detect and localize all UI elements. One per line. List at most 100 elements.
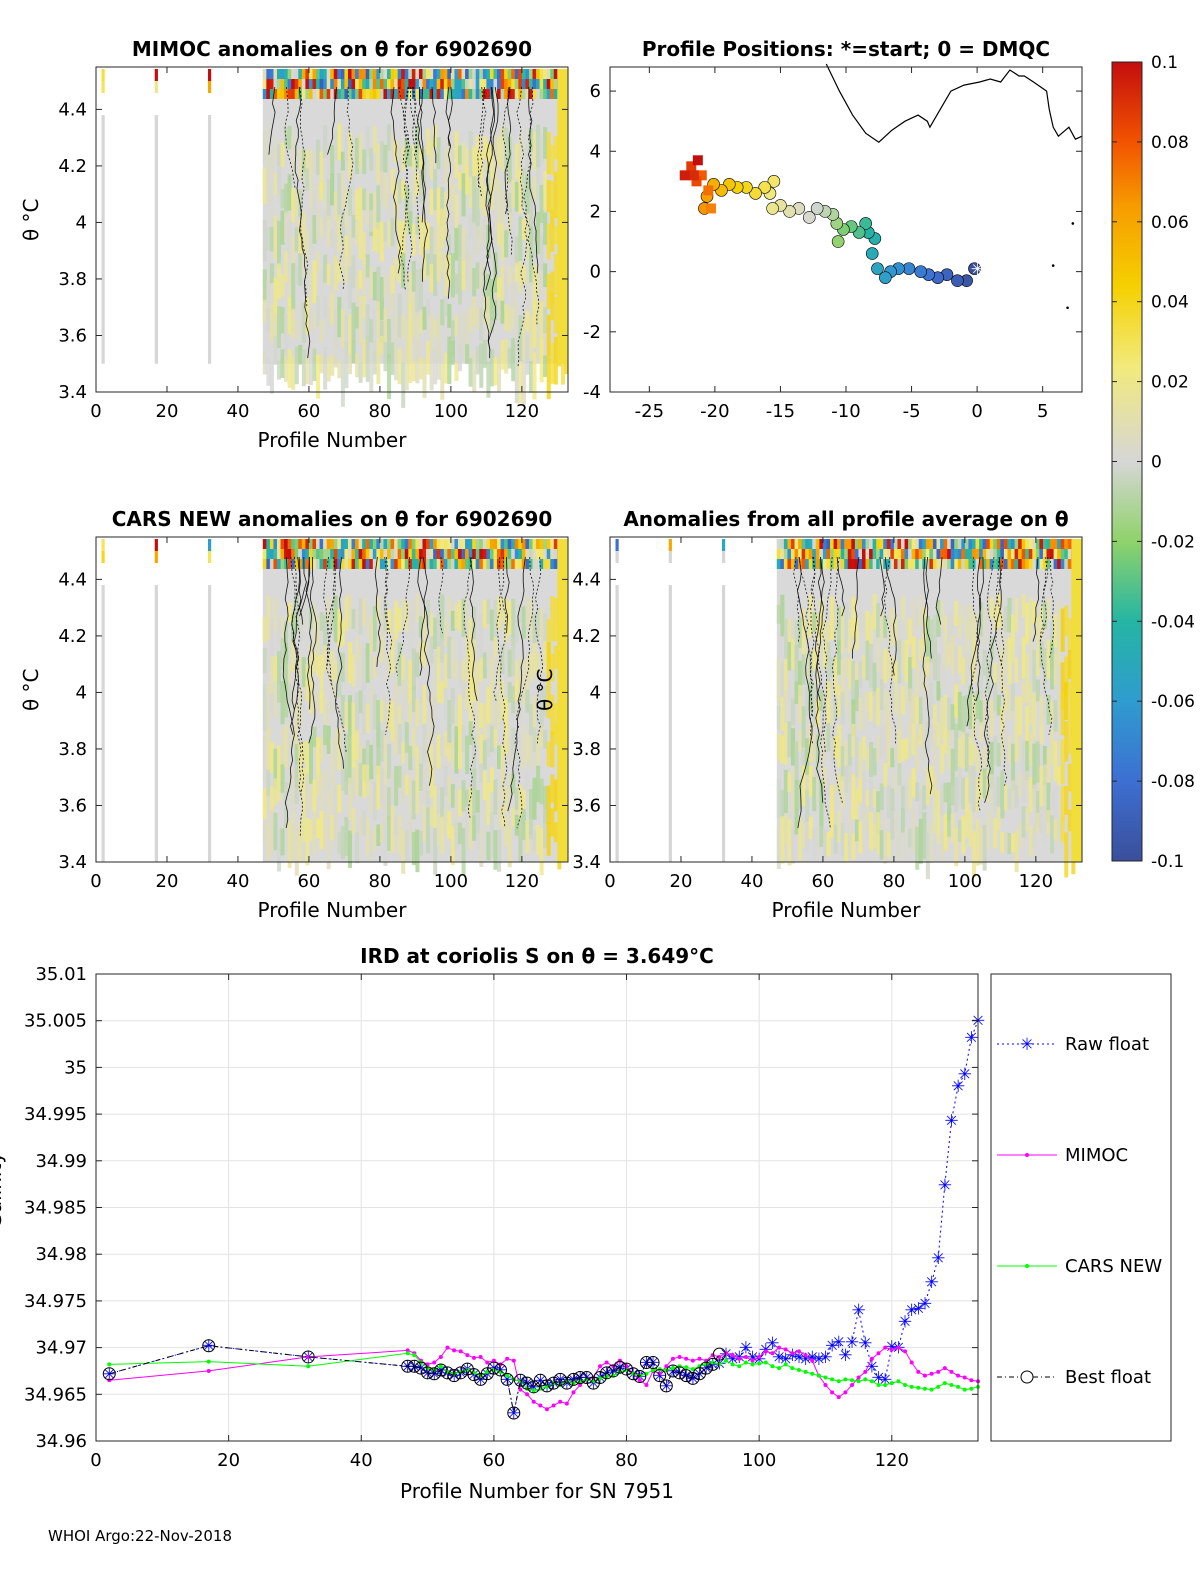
anomaly-cell [308, 559, 313, 569]
anomaly-cell [401, 769, 406, 806]
series-point [452, 1348, 457, 1353]
anomaly-cell [369, 744, 374, 780]
anomaly-cell [330, 89, 335, 99]
series-point [863, 1369, 868, 1374]
anomaly-cell [1032, 784, 1037, 807]
anomaly-cell [291, 356, 296, 390]
anomaly-cell [287, 663, 292, 682]
anomaly-cell [1025, 654, 1030, 703]
anomaly-cell [404, 69, 409, 79]
anomaly-cell [876, 603, 881, 638]
anomaly-cell [447, 559, 452, 569]
anomaly-cell [982, 559, 987, 569]
anomaly-cell [486, 599, 491, 624]
anomaly-cell [401, 314, 406, 339]
anomaly-cell [543, 307, 548, 334]
anomaly-cell [461, 260, 466, 291]
anomaly-cell [457, 788, 463, 817]
anomaly-cell [447, 145, 452, 168]
anomaly-cell [308, 79, 313, 89]
anomaly-cell [383, 821, 388, 866]
anomaly-cell [940, 549, 945, 559]
anomaly-cell [1053, 652, 1058, 686]
anomaly-cell [301, 742, 306, 763]
series-point [598, 1364, 602, 1369]
anomaly-cell [539, 301, 544, 341]
anomaly-cell [943, 641, 948, 670]
anomaly-cell [436, 559, 441, 569]
anomaly-cell [911, 539, 916, 549]
contour-line [462, 556, 477, 820]
anomaly-cell [337, 69, 342, 79]
anomaly-cell [550, 181, 555, 227]
series-point [962, 1387, 967, 1392]
anomaly-cell [351, 702, 356, 739]
profile-cell [668, 551, 672, 563]
anomaly-cell [872, 593, 877, 630]
anomaly-cell [940, 663, 945, 689]
profile-cell [101, 539, 105, 551]
anomaly-cell [294, 79, 299, 89]
anomaly-cell [1025, 603, 1030, 644]
anomaly-cell [950, 781, 955, 806]
anomaly-cell [454, 79, 459, 89]
contour-line [485, 86, 499, 291]
series-point [485, 1360, 490, 1365]
y-tick-label: 35 [64, 1057, 87, 1078]
anomaly-cell [904, 549, 909, 559]
anomaly-cell [897, 830, 902, 861]
anomaly-cell [433, 124, 438, 147]
ird-frame: 0 20 40 60 80 100 12034.9634.96534.9734.97534.… [24, 964, 979, 1471]
anomaly-cell [362, 648, 367, 692]
anomaly-cell [1028, 596, 1033, 639]
series-point [743, 1360, 748, 1365]
contour-line [282, 556, 295, 829]
anomaly-cell [808, 549, 813, 559]
anomaly-cell [497, 661, 502, 709]
anomaly-cell [401, 559, 406, 569]
anomaly-cell [879, 678, 884, 711]
anomaly-cell [936, 722, 941, 747]
anomaly-cell [1067, 559, 1072, 569]
anomaly-cell [518, 362, 523, 404]
anomaly-cell [776, 826, 781, 870]
series-point [518, 1387, 523, 1392]
anomaly-cell [929, 765, 934, 796]
best-float-point [560, 1376, 574, 1390]
series-point [810, 1371, 815, 1376]
anomaly-cell [457, 694, 463, 733]
anomaly-cell [443, 766, 448, 796]
anomaly-cell [543, 171, 548, 211]
anomaly-cell [440, 559, 445, 569]
anomaly-cell [1039, 695, 1044, 724]
anomaly-cell [805, 559, 810, 569]
anomaly-cell [408, 812, 413, 842]
anomaly-cell [805, 824, 810, 853]
anomaly-cell [787, 549, 792, 559]
anomaly-cell [308, 339, 313, 386]
x-tick-label: 60 [482, 1450, 505, 1471]
anomaly-cell [269, 148, 274, 174]
anomaly-cell [854, 549, 859, 559]
anomaly-cell [383, 736, 388, 785]
anomaly-cell [783, 539, 788, 549]
anomaly-cell [929, 661, 934, 689]
anomaly-cell [550, 539, 555, 549]
anomaly-cell [454, 726, 459, 774]
anomaly-cell [805, 738, 810, 775]
anomaly-cell [507, 600, 512, 635]
series-point [306, 1354, 311, 1359]
anomaly-cell [415, 593, 420, 623]
anomaly-cell [968, 559, 973, 569]
anomaly-cell [486, 539, 491, 549]
anomaly-cell [457, 721, 463, 770]
anomaly-cell [954, 600, 959, 626]
anomaly-cell [294, 346, 299, 385]
anomaly-cell [911, 768, 916, 798]
anomaly-cell [273, 89, 278, 99]
anomaly-cell [383, 559, 388, 569]
x-tick-label: -20 [700, 401, 729, 422]
anomaly-cell [369, 69, 374, 79]
series-point [617, 1358, 622, 1363]
best-float-point [646, 1356, 660, 1370]
